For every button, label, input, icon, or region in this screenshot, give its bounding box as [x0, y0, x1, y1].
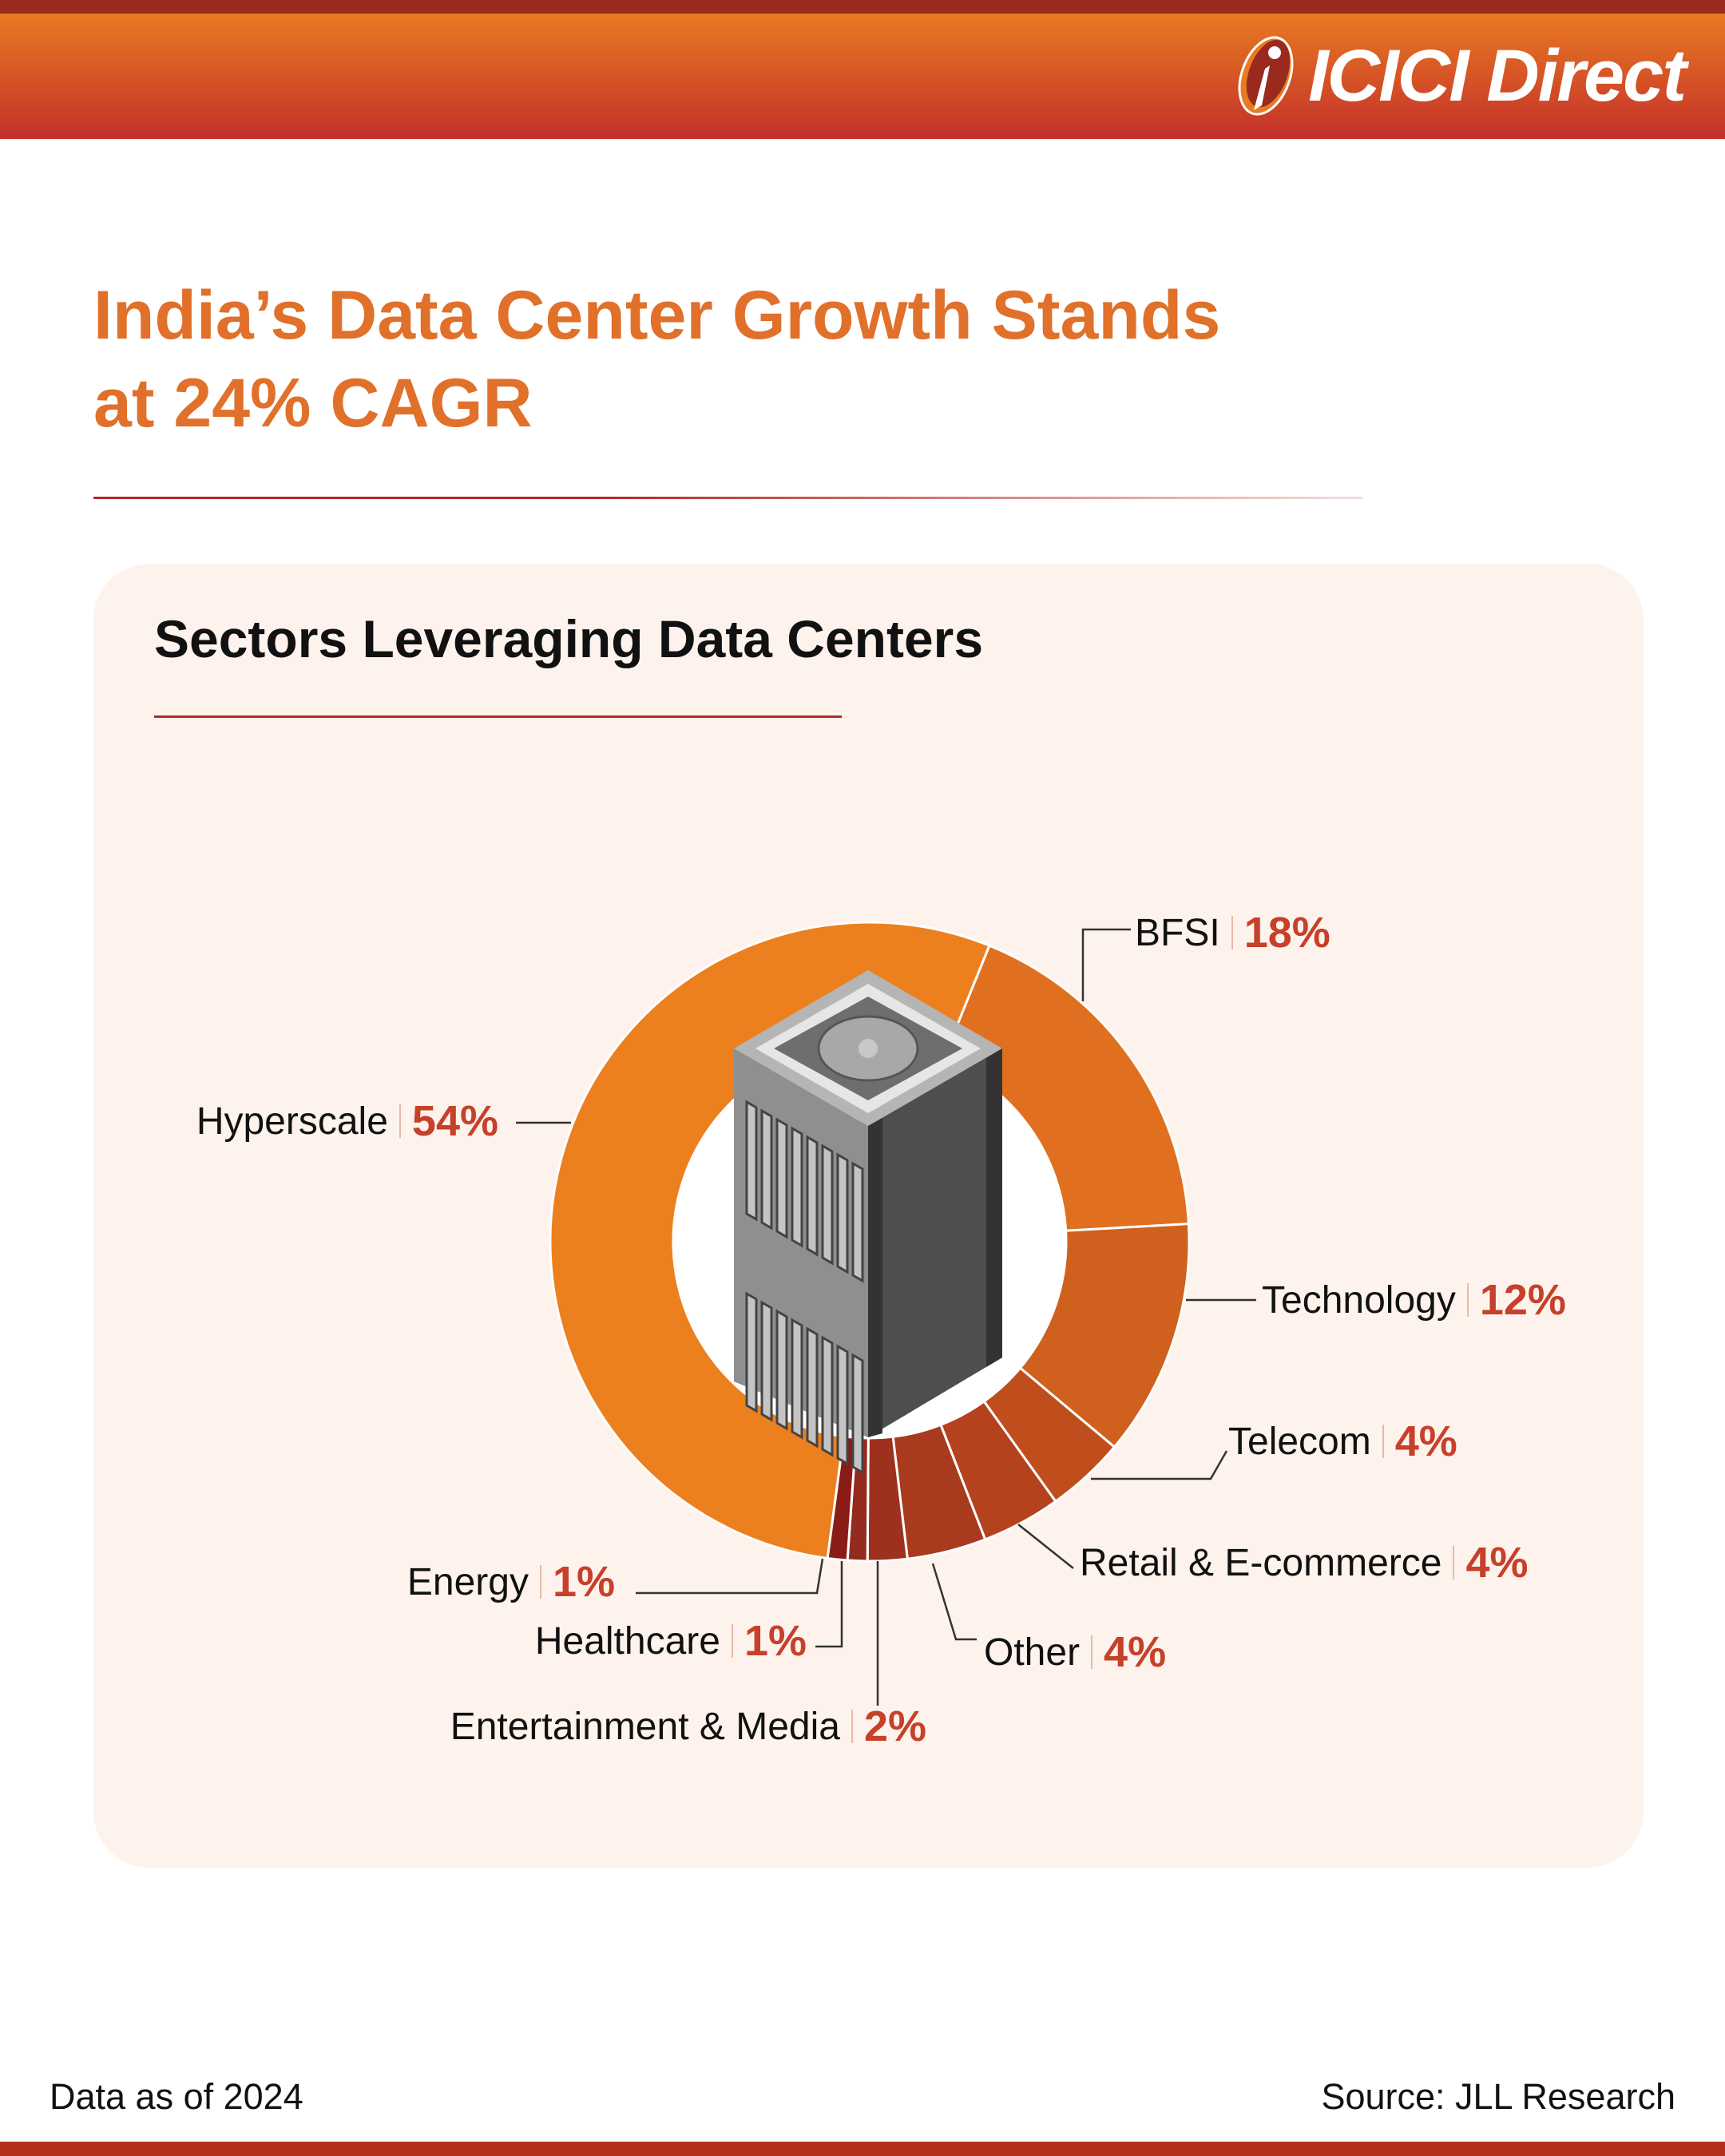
label-name: BFSI — [1135, 911, 1220, 954]
label-technology: Technology 12% — [1262, 1275, 1566, 1325]
drive-bay — [760, 1108, 773, 1231]
footer-bar — [0, 2142, 1725, 2156]
drive-bay — [821, 1335, 834, 1457]
drive-bay — [791, 1126, 803, 1248]
leader-other — [931, 1563, 977, 1641]
page-title: India’s Data Center Growth Stands at 24%… — [93, 271, 1220, 447]
drive-bay — [836, 1344, 849, 1466]
label-name: Telecom — [1228, 1420, 1371, 1463]
label-hyperscale: Hyperscale 54% — [196, 1096, 498, 1146]
drive-bay — [745, 1100, 758, 1222]
drive-bay — [775, 1309, 788, 1431]
label-name: Energy — [406, 1560, 529, 1603]
label-entertainment: Entertainment & Media 2% — [450, 1702, 926, 1751]
label-value: 1% — [744, 1617, 807, 1665]
drive-bay — [791, 1318, 803, 1440]
chart-title-underline — [154, 715, 842, 718]
leader-energy — [636, 1558, 824, 1595]
label-other: Other 4% — [984, 1627, 1166, 1677]
drive-bay — [745, 1291, 758, 1413]
label-name: Other — [984, 1631, 1081, 1674]
label-energy: Energy 1% — [407, 1557, 615, 1607]
source-note: Source: JLL Research — [1321, 2076, 1675, 2117]
title-divider — [93, 497, 1363, 499]
leader-retail — [1017, 1524, 1074, 1569]
label-value: 12% — [1479, 1276, 1566, 1324]
label-value: 54% — [411, 1097, 498, 1145]
drive-bay — [806, 1135, 819, 1257]
header-banner — [0, 0, 1725, 139]
label-name: Healthcare — [534, 1619, 720, 1663]
drive-bay — [836, 1152, 849, 1274]
label-value: 2% — [863, 1702, 926, 1750]
label-telecom: Telecom 4% — [1228, 1417, 1457, 1466]
icici-i-logo-icon — [1238, 36, 1294, 116]
leader-lines — [516, 928, 1256, 1706]
server-drive-bays — [745, 1100, 864, 1475]
leader-bfsi — [1081, 928, 1131, 1001]
label-bfsi: BFSI 18% — [1135, 908, 1330, 957]
drive-bay — [821, 1143, 834, 1266]
drive-bay — [851, 1353, 864, 1475]
label-name: Entertainment & Media — [450, 1705, 840, 1748]
label-name: Hyperscale — [196, 1100, 388, 1143]
icici-direct-logo: ICICI Direct — [1230, 32, 1687, 120]
drive-bay — [760, 1300, 773, 1422]
label-healthcare: Healthcare 1% — [535, 1616, 807, 1666]
drive-bay — [775, 1117, 788, 1239]
drive-bay — [851, 1161, 864, 1283]
leader-healthcare — [815, 1561, 843, 1648]
data-date-note: Data as of 2024 — [50, 2076, 303, 2117]
title-line-1: India’s Data Center Growth Stands — [93, 277, 1221, 354]
logo-text: ICICI Direct — [1308, 34, 1687, 117]
title-line-2: at 24% CAGR — [93, 365, 533, 442]
label-value: 4% — [1465, 1539, 1529, 1587]
label-name: Retail & E-commerce — [1080, 1541, 1442, 1584]
label-value: 4% — [1394, 1417, 1457, 1465]
drive-bay — [806, 1326, 819, 1449]
label-retail: Retail & E-commerce 4% — [1080, 1538, 1529, 1587]
label-value: 1% — [552, 1558, 615, 1606]
label-value: 18% — [1243, 909, 1330, 957]
label-name: Technology — [1262, 1278, 1456, 1322]
leader-telecom — [1091, 1450, 1228, 1480]
label-value: 4% — [1104, 1628, 1167, 1676]
header-stripe — [0, 0, 1725, 14]
chart-title: Sectors Leveraging Data Centers — [154, 609, 984, 668]
server-rack-icon — [734, 970, 1002, 1475]
